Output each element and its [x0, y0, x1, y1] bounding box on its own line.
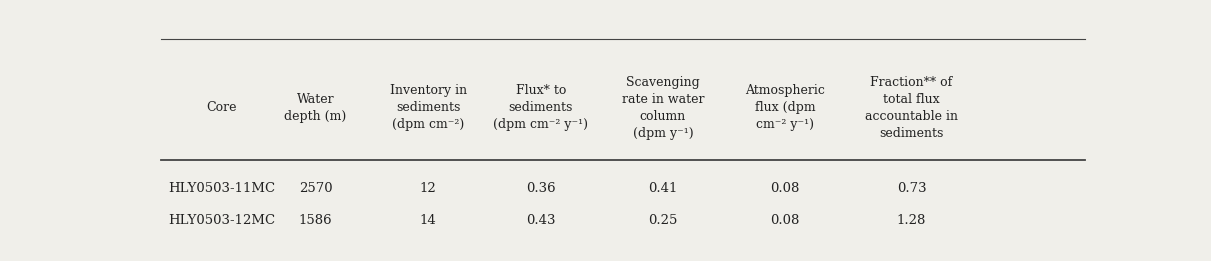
Text: Inventory in
sediments
(dpm cm⁻²): Inventory in sediments (dpm cm⁻²)	[390, 84, 466, 131]
Text: HLY0503-12MC: HLY0503-12MC	[168, 214, 275, 227]
Text: 0.73: 0.73	[897, 182, 926, 195]
Text: 0.36: 0.36	[526, 182, 556, 195]
Text: 0.25: 0.25	[648, 214, 678, 227]
Text: Core: Core	[207, 101, 237, 114]
Text: 12: 12	[420, 182, 437, 195]
Text: 1586: 1586	[299, 214, 333, 227]
Text: 0.43: 0.43	[526, 214, 556, 227]
Text: HLY0503-11MC: HLY0503-11MC	[168, 182, 275, 195]
Text: 2570: 2570	[299, 182, 333, 195]
Text: 1.28: 1.28	[897, 214, 926, 227]
Text: 0.41: 0.41	[648, 182, 678, 195]
Text: Scavenging
rate in water
column
(dpm y⁻¹): Scavenging rate in water column (dpm y⁻¹…	[621, 76, 704, 140]
Text: Atmospheric
flux (dpm
cm⁻² y⁻¹): Atmospheric flux (dpm cm⁻² y⁻¹)	[745, 84, 825, 131]
Text: 14: 14	[420, 214, 437, 227]
Text: Flux* to
sediments
(dpm cm⁻² y⁻¹): Flux* to sediments (dpm cm⁻² y⁻¹)	[493, 84, 589, 131]
Text: 0.08: 0.08	[770, 182, 799, 195]
Text: Fraction** of
total flux
accountable in
sediments: Fraction** of total flux accountable in …	[865, 76, 958, 140]
Text: Water
depth (m): Water depth (m)	[285, 93, 346, 123]
Text: 0.08: 0.08	[770, 214, 799, 227]
